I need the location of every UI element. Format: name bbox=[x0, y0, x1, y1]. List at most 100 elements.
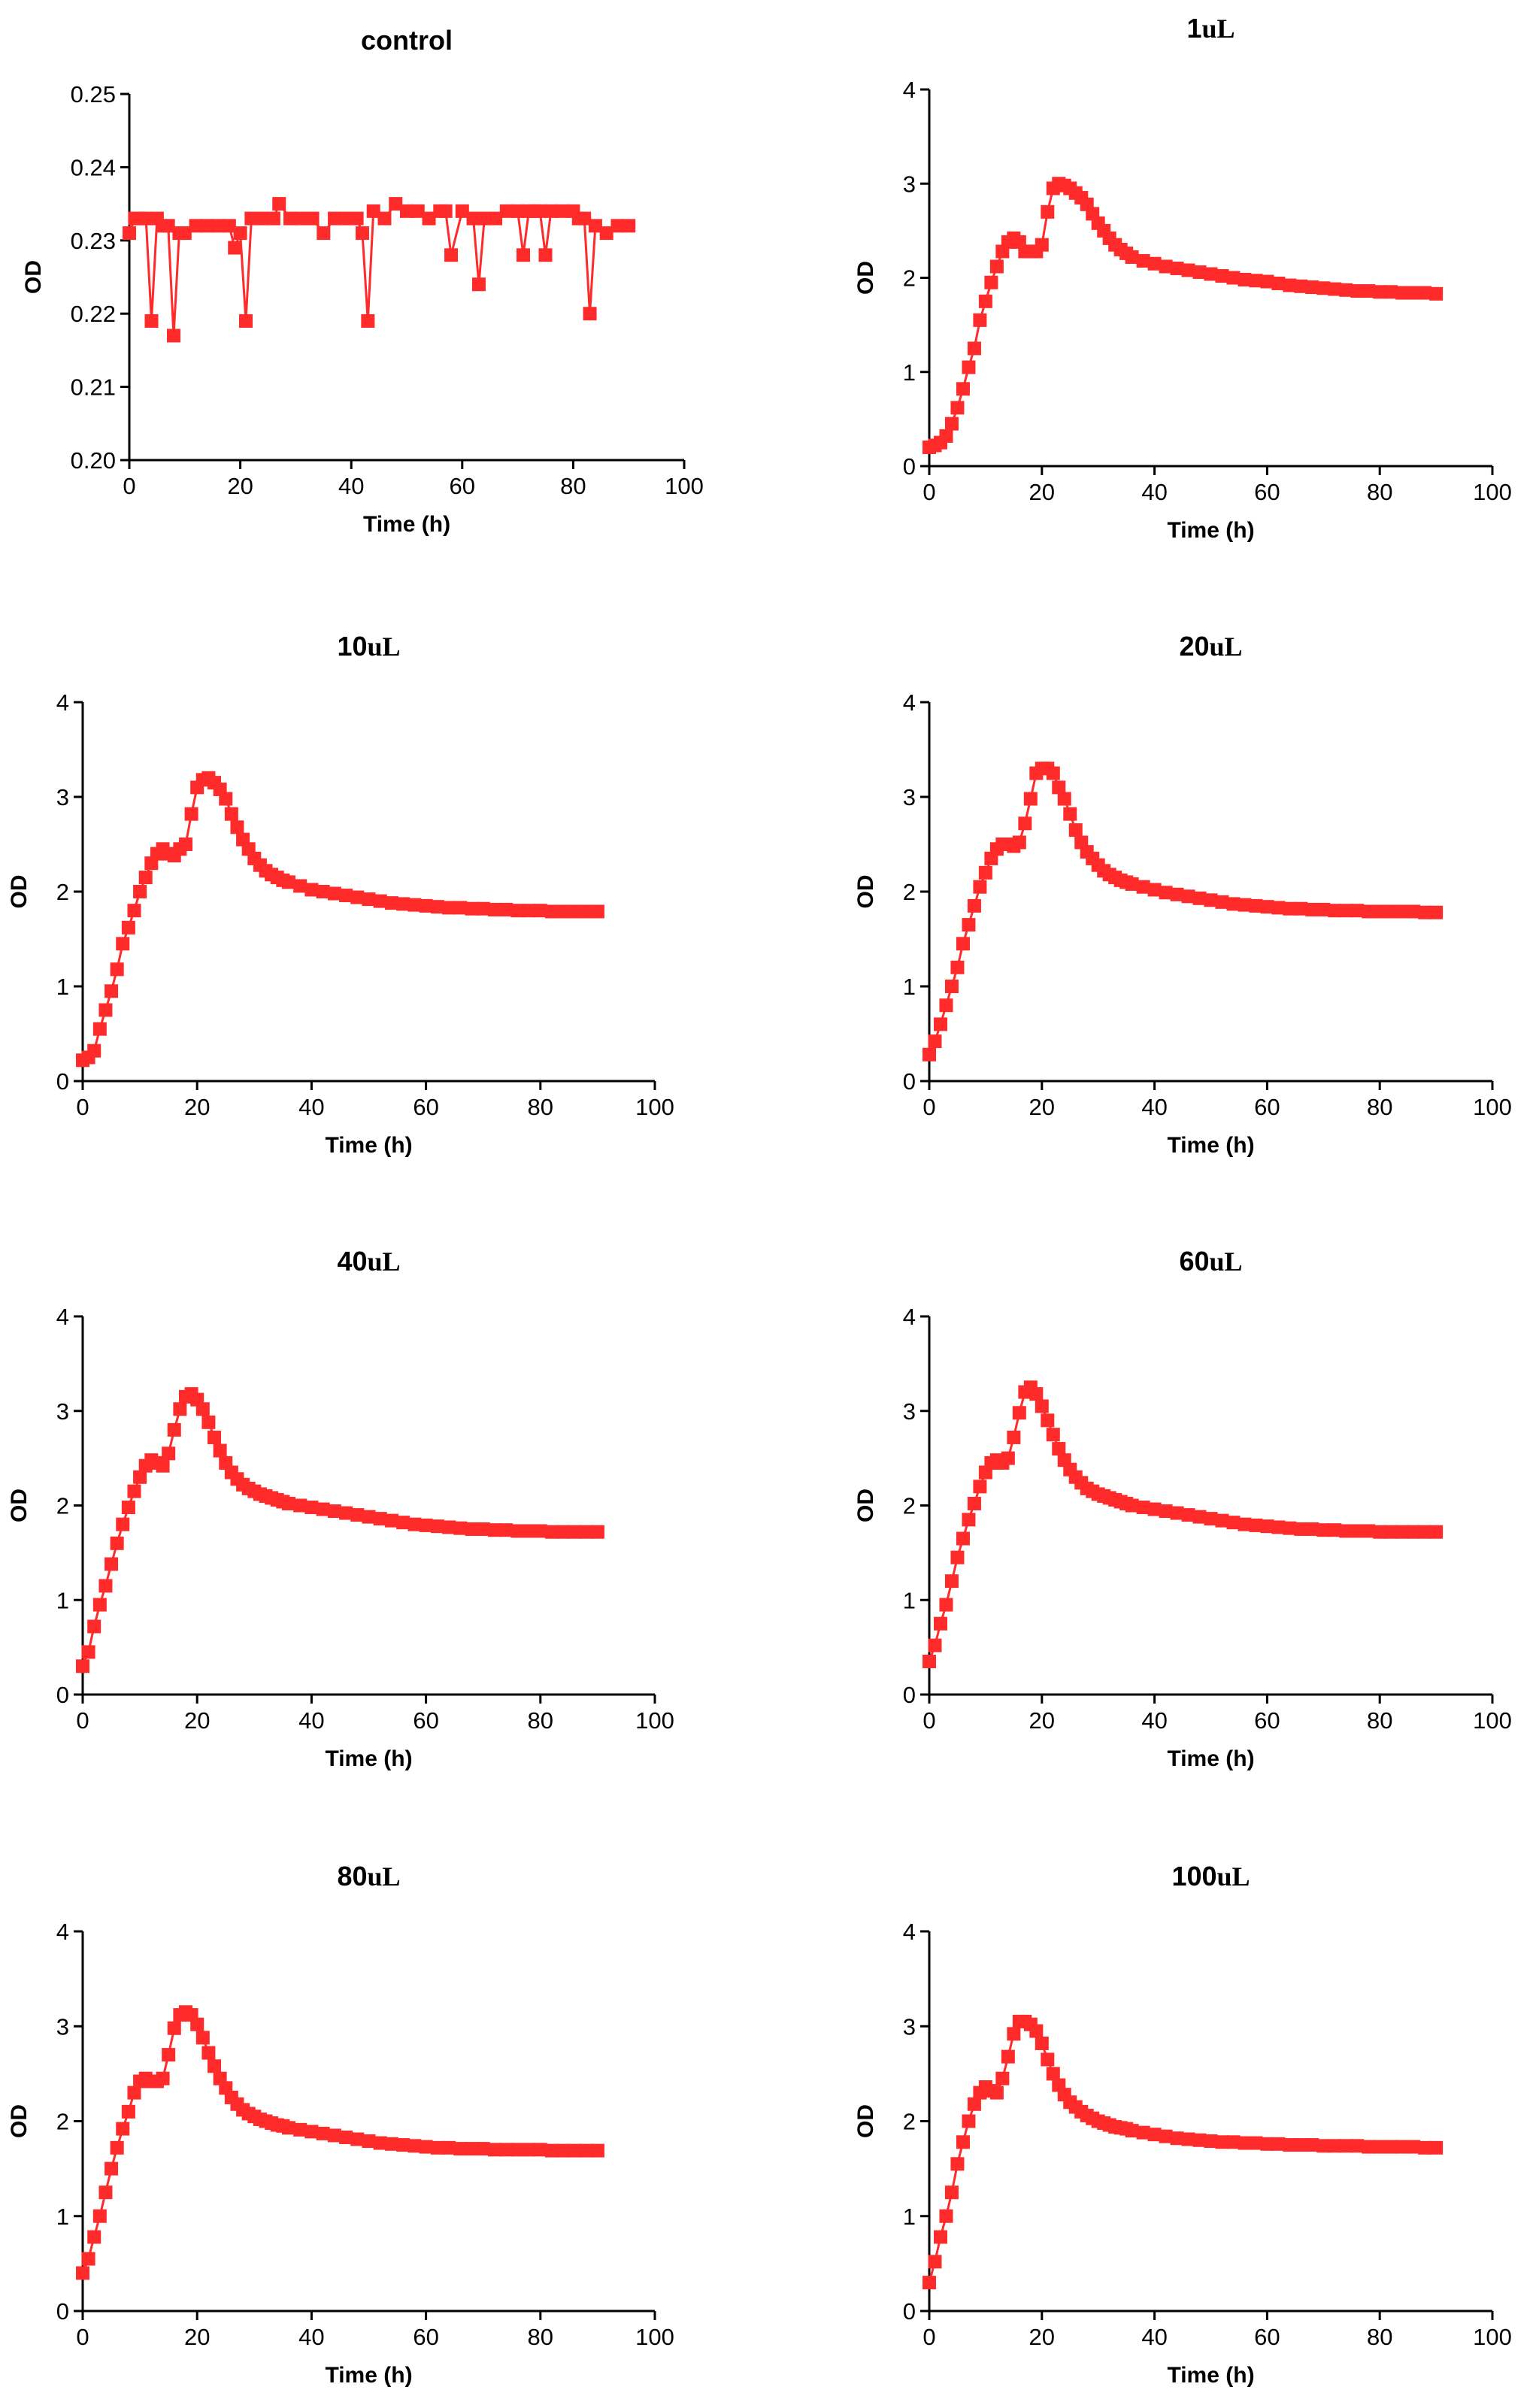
y-tick-label: 0.24 bbox=[71, 154, 116, 180]
y-tick-label: 3 bbox=[56, 2013, 69, 2040]
y-tick-label: 4 bbox=[903, 689, 916, 716]
data-point-marker bbox=[138, 871, 153, 885]
data-point-marker bbox=[1339, 283, 1353, 297]
x-axis-title: Time (h) bbox=[1167, 1133, 1254, 1158]
y-tick-label: 1 bbox=[903, 1587, 916, 1613]
x-axis-title: Time (h) bbox=[325, 1746, 412, 1771]
data-point-marker bbox=[1018, 816, 1032, 831]
chart-panel: 10uL 0 20 40 60 80 100 0 1 2 3 4 Time (h) OD bbox=[7, 631, 674, 1158]
chart-title-value: 40 bbox=[337, 1246, 367, 1277]
chart-title-unit: uL bbox=[1210, 632, 1243, 662]
data-point-marker bbox=[98, 2185, 113, 2200]
data-point-marker bbox=[499, 1523, 514, 1537]
data-point-marker bbox=[396, 897, 411, 911]
data-point-marker bbox=[219, 792, 233, 806]
x-axis-title: Time (h) bbox=[363, 512, 450, 537]
data-point-marker bbox=[121, 2104, 135, 2119]
data-point-marker bbox=[87, 1619, 101, 1634]
data-point-marker bbox=[1159, 886, 1173, 900]
data-point-marker bbox=[465, 901, 479, 916]
data-point-marker bbox=[362, 1510, 376, 1524]
y-tick-label: 1 bbox=[903, 974, 916, 1000]
data-point-marker bbox=[590, 1525, 604, 1539]
x-tick-label: 80 bbox=[1367, 1707, 1392, 1734]
data-point-marker bbox=[1041, 1413, 1055, 1428]
data-point-marker bbox=[1339, 1524, 1353, 1538]
data-point-marker bbox=[956, 382, 970, 396]
x-tick-label: 20 bbox=[1029, 2324, 1055, 2350]
series-line bbox=[929, 182, 1437, 449]
x-tick-label: 80 bbox=[1367, 1094, 1392, 1120]
y-tick-label: 3 bbox=[903, 784, 916, 810]
data-point-marker bbox=[978, 294, 992, 308]
data-point-marker bbox=[1305, 2138, 1319, 2152]
y-tick-label: 1 bbox=[903, 2204, 916, 2230]
data-point-marker bbox=[962, 2114, 976, 2128]
x-tick-label: 100 bbox=[665, 473, 704, 499]
data-point-marker bbox=[522, 1524, 536, 1538]
data-point-marker bbox=[477, 211, 492, 226]
data-point-marker bbox=[1215, 268, 1229, 283]
x-tick-label: 0 bbox=[76, 1707, 89, 1734]
data-point-marker bbox=[228, 241, 242, 255]
data-point-marker bbox=[466, 211, 480, 226]
data-point-marker bbox=[1328, 1523, 1342, 1537]
chart-panel: control 0 20 40 60 80 100 0.20 0.21 0.22 0.23 0.24 0… bbox=[21, 25, 704, 537]
data-point-marker bbox=[1384, 904, 1398, 919]
data-point-marker bbox=[1170, 887, 1184, 901]
data-point-marker bbox=[442, 901, 456, 915]
data-point-marker bbox=[384, 1513, 398, 1528]
data-point-marker bbox=[544, 204, 558, 218]
data-point-marker bbox=[1046, 766, 1060, 780]
data-point-marker bbox=[1029, 2024, 1044, 2038]
data-point-marker bbox=[1159, 2129, 1173, 2143]
data-point-marker bbox=[133, 885, 147, 898]
data-point-marker bbox=[105, 1557, 119, 1571]
data-point-marker bbox=[455, 204, 469, 218]
data-point-marker bbox=[419, 898, 433, 913]
y-tick-label: 0.21 bbox=[71, 374, 116, 401]
data-point-marker bbox=[407, 2139, 422, 2153]
data-point-marker bbox=[944, 416, 959, 431]
data-point-marker bbox=[1384, 1525, 1398, 1539]
data-point-marker bbox=[389, 197, 403, 211]
data-point-marker bbox=[1407, 2140, 1421, 2154]
data-point-marker bbox=[1316, 902, 1331, 916]
data-point-marker bbox=[950, 1550, 965, 1564]
data-point-marker bbox=[922, 2276, 936, 2290]
data-point-marker bbox=[444, 248, 459, 262]
data-point-marker bbox=[377, 211, 392, 226]
data-point-marker bbox=[373, 2136, 387, 2150]
data-point-marker bbox=[499, 204, 514, 218]
x-tick-label: 20 bbox=[1029, 1707, 1055, 1734]
data-point-marker bbox=[453, 2142, 468, 2156]
data-point-marker bbox=[962, 360, 976, 374]
data-point-marker bbox=[1226, 897, 1241, 911]
data-point-marker bbox=[533, 1524, 547, 1538]
y-tick-label: 0.25 bbox=[71, 81, 116, 108]
data-point-marker bbox=[294, 211, 308, 226]
data-point-marker bbox=[476, 901, 490, 916]
data-point-marker bbox=[411, 204, 425, 218]
chart-title-unit: uL bbox=[368, 1861, 401, 1892]
data-point-marker bbox=[1041, 2052, 1055, 2067]
data-point-marker bbox=[1136, 253, 1150, 268]
data-point-marker bbox=[156, 1458, 170, 1473]
x-tick-label: 20 bbox=[184, 2324, 210, 2350]
data-point-marker bbox=[1035, 238, 1049, 252]
data-point-marker bbox=[1136, 2125, 1150, 2140]
data-point-marker bbox=[116, 937, 130, 951]
data-point-marker bbox=[195, 1402, 210, 1416]
series-line bbox=[82, 777, 598, 1062]
data-point-marker bbox=[305, 211, 320, 226]
x-tick-label: 0 bbox=[922, 1707, 935, 1734]
data-point-marker bbox=[338, 211, 353, 226]
data-point-marker bbox=[1204, 2134, 1218, 2149]
data-point-marker bbox=[1271, 2137, 1286, 2151]
data-point-marker bbox=[396, 2138, 411, 2152]
data-point-marker bbox=[87, 2230, 101, 2244]
data-point-marker bbox=[1339, 904, 1353, 918]
y-tick-label: 2 bbox=[903, 1493, 916, 1519]
data-point-marker bbox=[1429, 286, 1444, 301]
